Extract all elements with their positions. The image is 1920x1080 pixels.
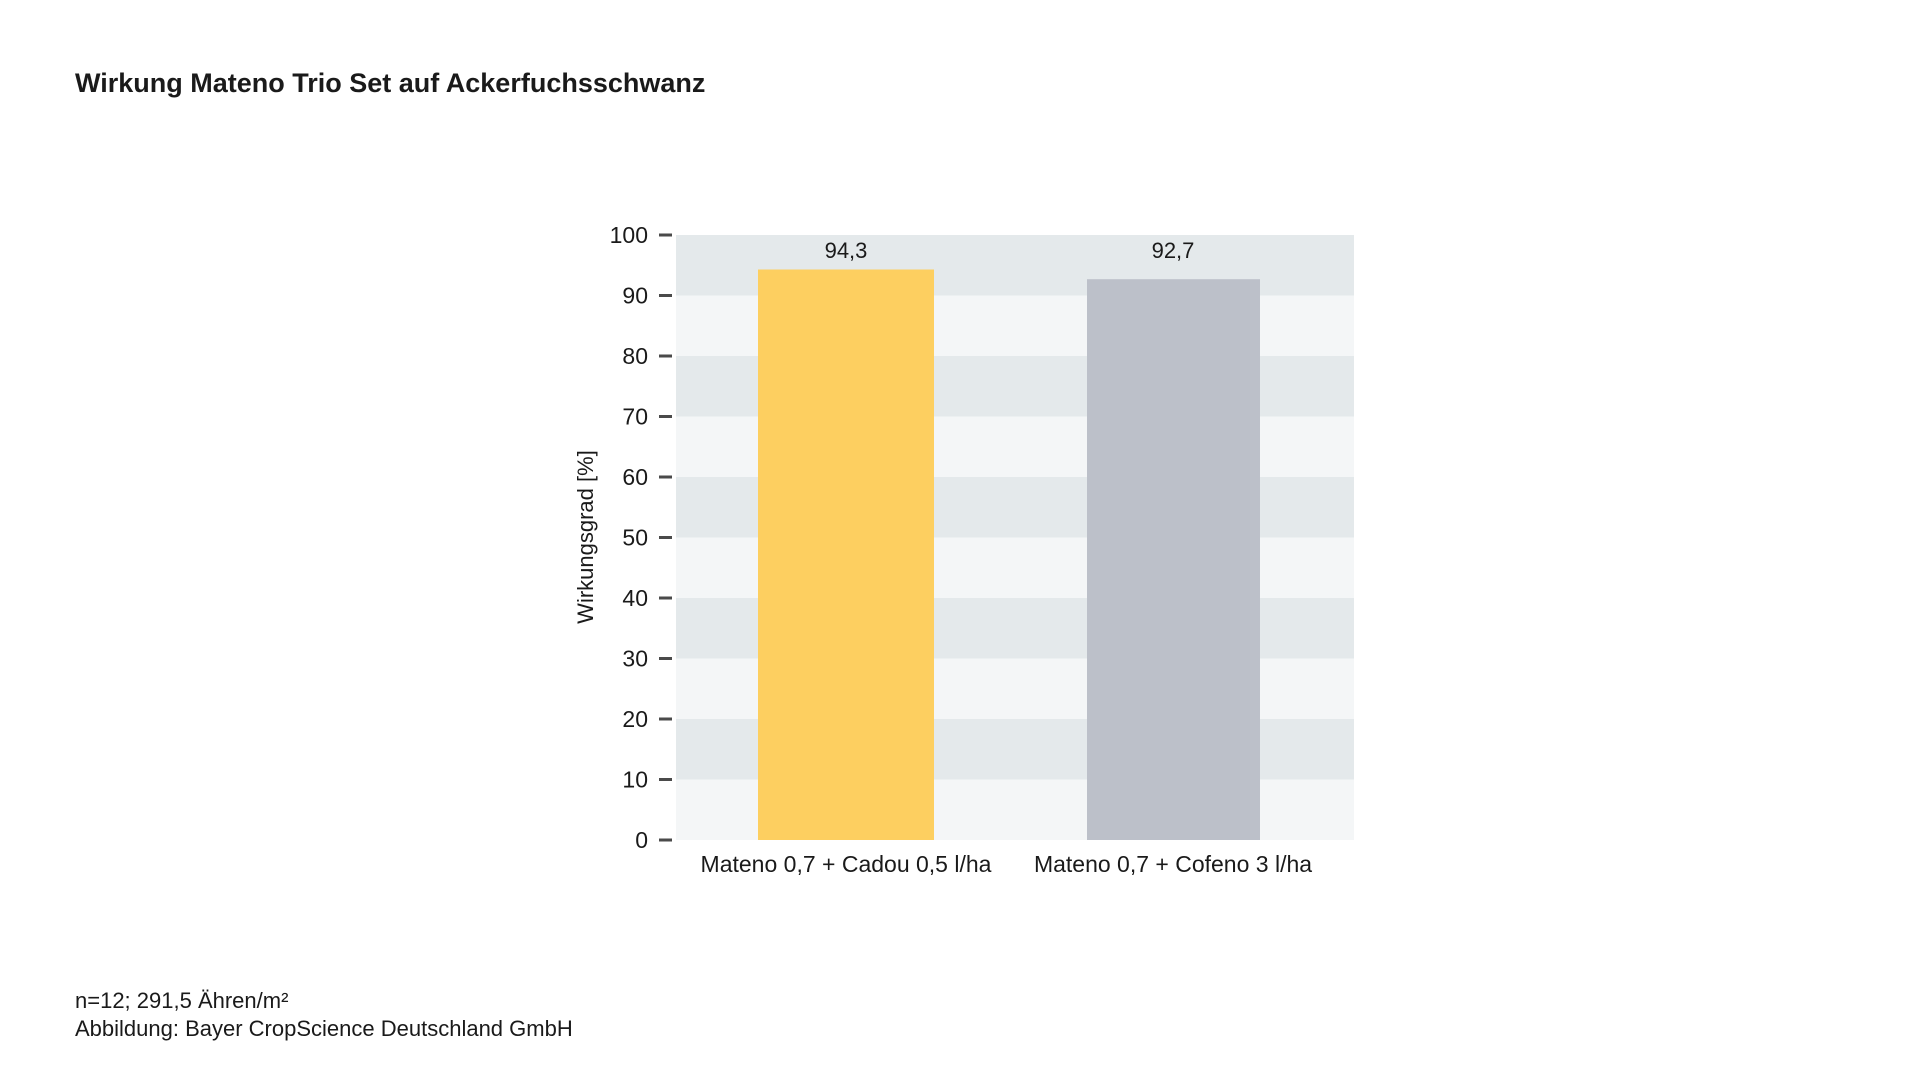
svg-text:90: 90 (622, 283, 648, 309)
svg-text:94,3: 94,3 (825, 238, 868, 263)
svg-text:0: 0 (635, 827, 648, 853)
svg-text:Mateno 0,7 + Cadou 0,5 l/ha: Mateno 0,7 + Cadou 0,5 l/ha (701, 851, 992, 877)
svg-text:80: 80 (622, 343, 648, 369)
svg-text:60: 60 (622, 464, 648, 490)
svg-text:70: 70 (622, 404, 648, 430)
svg-text:40: 40 (622, 585, 648, 611)
svg-text:100: 100 (610, 222, 648, 248)
svg-text:Wirkungsgrad [%]: Wirkungsgrad [%] (573, 450, 598, 624)
svg-text:50: 50 (622, 525, 648, 551)
svg-text:30: 30 (622, 646, 648, 672)
svg-text:10: 10 (622, 767, 648, 793)
svg-text:20: 20 (622, 706, 648, 732)
svg-text:Mateno 0,7 + Cofeno 3 l/ha: Mateno 0,7 + Cofeno 3 l/ha (1034, 851, 1312, 877)
svg-text:92,7: 92,7 (1152, 238, 1195, 263)
